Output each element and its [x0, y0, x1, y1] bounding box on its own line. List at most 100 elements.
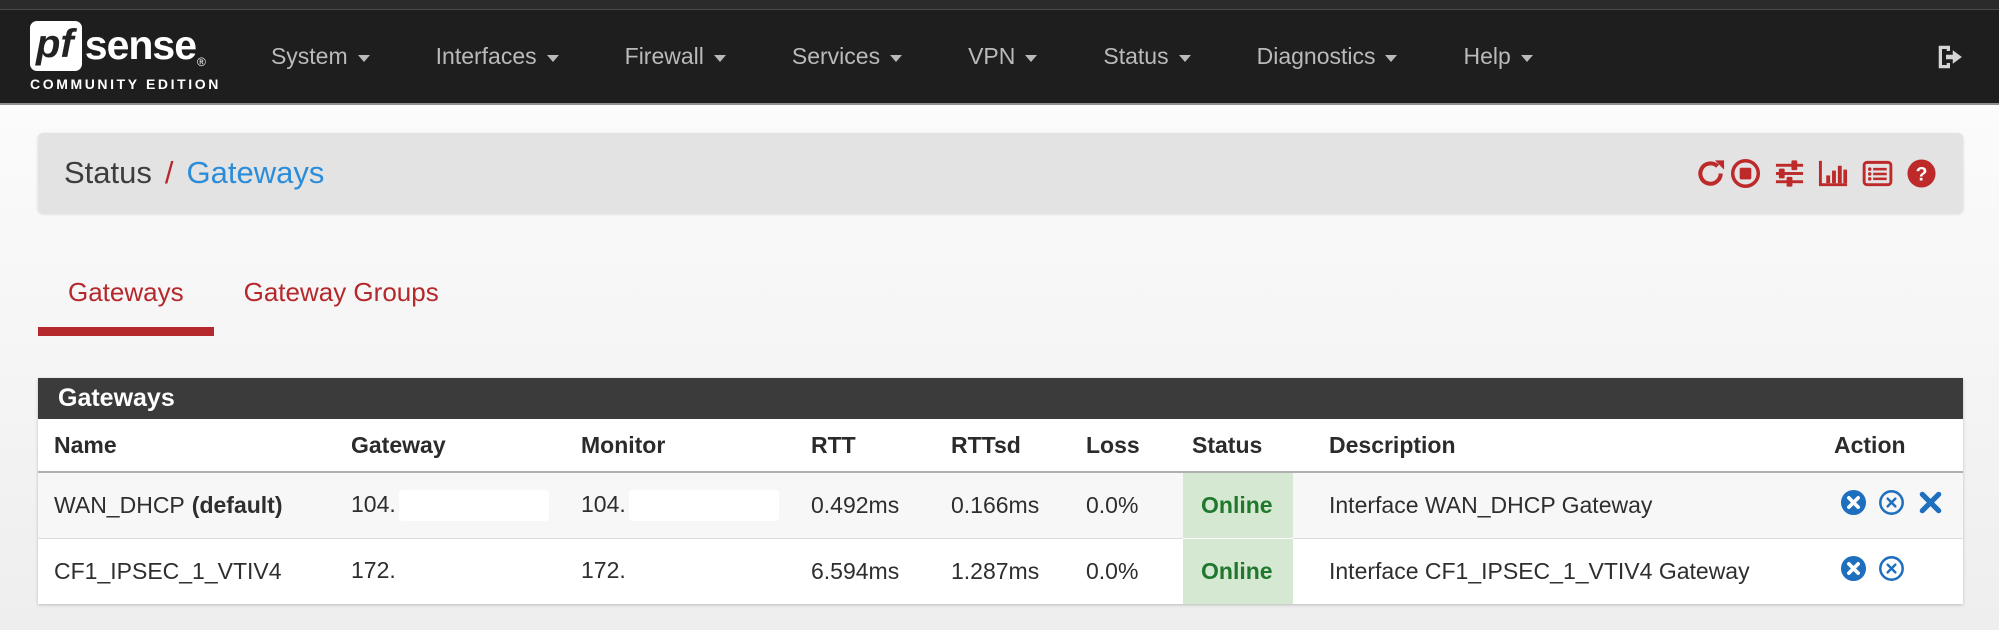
- col-header-name: Name: [38, 419, 335, 473]
- monitor-ip-prefix: 172.: [581, 557, 626, 583]
- list-icon[interactable]: [1862, 158, 1893, 189]
- x-circle-outline-icon[interactable]: [1878, 489, 1905, 522]
- pfsense-logo-text: sense: [84, 22, 197, 68]
- cell-rtt: 0.492ms: [795, 472, 935, 539]
- cell-loss: 0.0%: [1070, 538, 1183, 604]
- default-gateway-badge: (default): [191, 492, 283, 518]
- page-toolbar: ?: [1695, 158, 1937, 189]
- refresh-icon[interactable]: [1695, 158, 1726, 189]
- cell-gateway-name: CF1_IPSEC_1_VTIV4: [38, 538, 335, 604]
- pfsense-logo[interactable]: pf sense ® COMMUNITY EDITION: [30, 21, 221, 92]
- caret-down-icon: [713, 54, 726, 62]
- redacted-ip-box: [398, 490, 549, 521]
- top-strip: [0, 0, 1999, 9]
- nav-item-firewall[interactable]: Firewall: [625, 43, 726, 70]
- cell-rttsd: 1.287ms: [935, 538, 1070, 604]
- gateway-ip-prefix: 104.: [351, 491, 396, 517]
- cell-monitor-ip: 104.: [565, 472, 795, 539]
- stop-circle-icon[interactable]: [1730, 158, 1761, 189]
- x-circle-solid-icon[interactable]: [1840, 555, 1867, 588]
- gateways-panel: Gateways Name Gateway Monitor RTT RTTsd …: [38, 378, 1963, 604]
- table-row: WAN_DHCP (default) 104. 104. 0.492ms 0.16…: [38, 472, 1963, 539]
- nav-item-status[interactable]: Status: [1103, 43, 1191, 70]
- cell-actions: [1828, 538, 1963, 604]
- cell-description: Interface WAN_DHCP Gateway: [1293, 472, 1828, 539]
- top-navbar: pf sense ® COMMUNITY EDITION System Inte…: [0, 9, 1999, 105]
- col-header-rttsd: RTTsd: [935, 419, 1070, 473]
- sliders-icon[interactable]: [1774, 158, 1805, 189]
- pf-logo-mark: pf: [30, 21, 82, 71]
- cell-monitor-ip: 172.: [565, 538, 795, 604]
- col-header-gateway: Gateway: [335, 419, 565, 473]
- tab-gateway-groups[interactable]: Gateway Groups: [243, 277, 439, 307]
- breadcrumb-page-link[interactable]: Gateways: [186, 155, 325, 190]
- caret-down-icon: [1178, 54, 1191, 62]
- breadcrumb-section: Status: [64, 155, 152, 190]
- cell-gateway-name: WAN_DHCP (default): [38, 472, 335, 539]
- nav-item-system[interactable]: System: [271, 43, 370, 70]
- x-icon[interactable]: [1917, 489, 1944, 522]
- cell-rttsd: 0.166ms: [935, 472, 1070, 539]
- nav-item-label: Help: [1463, 43, 1511, 69]
- cell-rtt: 6.594ms: [795, 538, 935, 604]
- question-circle-icon[interactable]: ?: [1906, 158, 1937, 189]
- nav-item-label: VPN: [968, 43, 1016, 69]
- breadcrumb-separator: /: [164, 155, 174, 190]
- caret-down-icon: [546, 54, 559, 62]
- breadcrumb: Status / Gateways: [64, 155, 324, 191]
- nav-item-label: Status: [1103, 43, 1169, 69]
- nav-item-label: Firewall: [624, 43, 704, 69]
- pfsense-logo-wordmark: pf sense ®: [30, 21, 221, 71]
- caret-down-icon: [890, 54, 903, 62]
- cell-loss: 0.0%: [1070, 472, 1183, 539]
- cell-actions: [1828, 472, 1963, 539]
- gateway-ip-prefix: 172.: [351, 557, 396, 583]
- nav-item-label: Diagnostics: [1256, 43, 1376, 69]
- status-badge: Online: [1183, 472, 1293, 539]
- col-header-status: Status: [1183, 419, 1293, 473]
- gateway-name: WAN_DHCP: [54, 492, 185, 518]
- main-menu: System Interfaces Firewall Services VPN …: [271, 43, 1599, 70]
- x-circle-outline-icon[interactable]: [1878, 555, 1905, 588]
- gateways-table: Name Gateway Monitor RTT RTTsd Loss Stat…: [38, 419, 1963, 604]
- cell-gateway-ip: 172.: [335, 538, 565, 604]
- redacted-ip-box: [628, 556, 779, 587]
- status-badge: Online: [1183, 538, 1293, 604]
- caret-down-icon: [1385, 54, 1398, 62]
- table-header-row: Name Gateway Monitor RTT RTTsd Loss Stat…: [38, 419, 1963, 473]
- redacted-ip-box: [398, 556, 549, 587]
- sign-out-icon[interactable]: [1935, 42, 1965, 72]
- nav-item-help[interactable]: Help: [1463, 43, 1533, 70]
- col-header-loss: Loss: [1070, 419, 1183, 473]
- monitor-ip-prefix: 104.: [581, 491, 626, 517]
- x-circle-solid-icon[interactable]: [1840, 489, 1867, 522]
- panel-title: Gateways: [38, 378, 1963, 419]
- table-row: CF1_IPSEC_1_VTIV4 172. 172. 6.594ms 1.28…: [38, 538, 1963, 604]
- registered-mark: ®: [197, 55, 206, 69]
- caret-down-icon: [1520, 54, 1533, 62]
- tab-gateways[interactable]: Gateways: [38, 277, 214, 336]
- community-edition-label: COMMUNITY EDITION: [30, 76, 221, 92]
- cell-description: Interface CF1_IPSEC_1_VTIV4 Gateway: [1293, 538, 1828, 604]
- question-glyph: ?: [1916, 163, 1928, 185]
- nav-item-diagnostics[interactable]: Diagnostics: [1257, 43, 1398, 70]
- col-header-action: Action: [1828, 419, 1963, 473]
- bar-chart-icon[interactable]: [1818, 158, 1849, 189]
- nav-item-label: Services: [791, 43, 881, 69]
- caret-down-icon: [1025, 54, 1038, 62]
- cell-gateway-ip: 104.: [335, 472, 565, 539]
- tab-bar: Gateways Gateway Groups: [38, 277, 1963, 336]
- nav-item-label: System: [270, 43, 348, 69]
- nav-item-services[interactable]: Services: [791, 43, 903, 70]
- col-header-description: Description: [1293, 419, 1828, 473]
- gateway-name: CF1_IPSEC_1_VTIV4: [54, 558, 282, 584]
- nav-item-vpn[interactable]: VPN: [968, 43, 1038, 70]
- nav-item-label: Interfaces: [435, 43, 537, 69]
- redacted-ip-box: [628, 490, 779, 521]
- caret-down-icon: [357, 54, 370, 62]
- breadcrumb-bar: Status / Gateways: [38, 133, 1963, 213]
- nav-item-interfaces[interactable]: Interfaces: [436, 43, 559, 70]
- col-header-monitor: Monitor: [565, 419, 795, 473]
- col-header-rtt: RTT: [795, 419, 935, 473]
